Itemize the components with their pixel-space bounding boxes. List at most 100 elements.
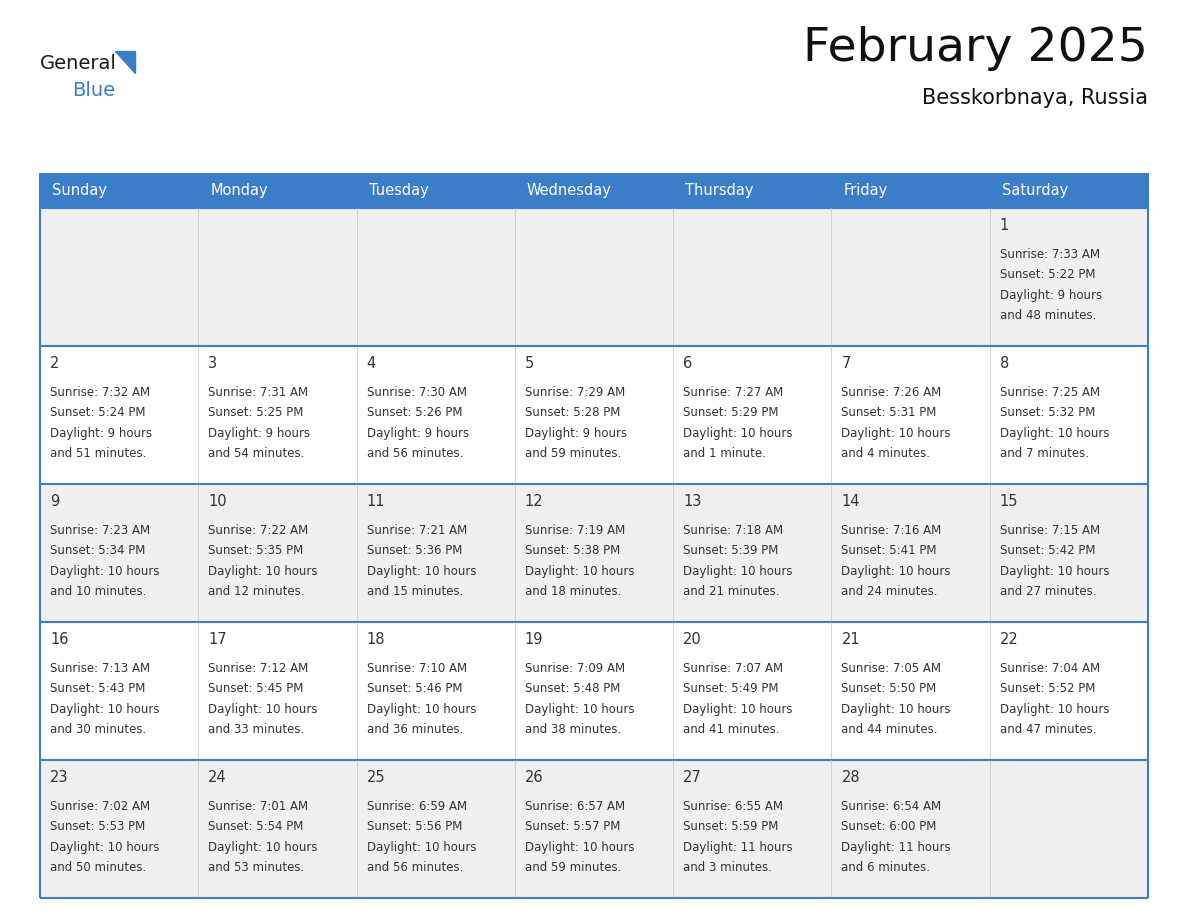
Bar [40, 346, 1148, 484]
Text: Sunset: 5:24 PM: Sunset: 5:24 PM [50, 407, 145, 420]
Text: Sunrise: 7:27 AM: Sunrise: 7:27 AM [683, 386, 783, 399]
Bar [514, 173, 674, 208]
Text: 21: 21 [841, 632, 860, 647]
Text: 22: 22 [1000, 632, 1018, 647]
Text: Wednesday: Wednesday [526, 183, 612, 198]
Text: Sunset: 5:38 PM: Sunset: 5:38 PM [525, 544, 620, 557]
Bar [40, 484, 1148, 622]
Text: Daylight: 10 hours: Daylight: 10 hours [1000, 427, 1110, 440]
Text: and 56 minutes.: and 56 minutes. [367, 861, 463, 875]
Text: 26: 26 [525, 770, 543, 785]
Text: Sunset: 5:56 PM: Sunset: 5:56 PM [367, 821, 462, 834]
Text: Daylight: 10 hours: Daylight: 10 hours [1000, 565, 1110, 578]
Text: Sunrise: 7:05 AM: Sunrise: 7:05 AM [841, 662, 941, 675]
Bar [40, 622, 1148, 760]
Text: Monday: Monday [210, 183, 268, 198]
Text: Sunset: 5:52 PM: Sunset: 5:52 PM [1000, 682, 1095, 696]
Text: 1: 1 [1000, 218, 1009, 233]
Text: Sunset: 6:00 PM: Sunset: 6:00 PM [841, 821, 937, 834]
Text: Sunset: 5:43 PM: Sunset: 5:43 PM [50, 682, 145, 696]
Text: 24: 24 [208, 770, 227, 785]
Bar [832, 173, 990, 208]
Text: Sunrise: 7:19 AM: Sunrise: 7:19 AM [525, 524, 625, 537]
Text: Sunrise: 7:30 AM: Sunrise: 7:30 AM [367, 386, 467, 399]
Text: Sunrise: 7:02 AM: Sunrise: 7:02 AM [50, 800, 150, 813]
Text: Sunset: 5:59 PM: Sunset: 5:59 PM [683, 821, 778, 834]
Text: 19: 19 [525, 632, 543, 647]
Text: Sunrise: 7:22 AM: Sunrise: 7:22 AM [208, 524, 309, 537]
Text: and 6 minutes.: and 6 minutes. [841, 861, 930, 875]
Text: and 47 minutes.: and 47 minutes. [1000, 723, 1097, 736]
Text: Daylight: 9 hours: Daylight: 9 hours [50, 427, 152, 440]
Text: Daylight: 10 hours: Daylight: 10 hours [683, 565, 792, 578]
Bar [674, 173, 832, 208]
Text: Sunset: 5:39 PM: Sunset: 5:39 PM [683, 544, 778, 557]
Text: and 1 minute.: and 1 minute. [683, 447, 766, 461]
Text: Sunrise: 7:25 AM: Sunrise: 7:25 AM [1000, 386, 1100, 399]
Text: Sunrise: 7:12 AM: Sunrise: 7:12 AM [208, 662, 309, 675]
Text: Daylight: 10 hours: Daylight: 10 hours [50, 841, 159, 854]
Text: Daylight: 10 hours: Daylight: 10 hours [841, 565, 950, 578]
Polygon shape [115, 51, 135, 73]
Text: Daylight: 9 hours: Daylight: 9 hours [1000, 289, 1101, 302]
Text: 28: 28 [841, 770, 860, 785]
Text: 25: 25 [367, 770, 385, 785]
Text: Sunrise: 7:01 AM: Sunrise: 7:01 AM [208, 800, 309, 813]
Text: Sunrise: 6:59 AM: Sunrise: 6:59 AM [367, 800, 467, 813]
Text: and 44 minutes.: and 44 minutes. [841, 723, 939, 736]
Text: and 41 minutes.: and 41 minutes. [683, 723, 779, 736]
Text: Besskorbnaya, Russia: Besskorbnaya, Russia [922, 88, 1148, 108]
Text: Daylight: 9 hours: Daylight: 9 hours [525, 427, 627, 440]
Text: and 33 minutes.: and 33 minutes. [208, 723, 304, 736]
Text: Tuesday: Tuesday [368, 183, 429, 198]
Text: Sunrise: 7:33 AM: Sunrise: 7:33 AM [1000, 248, 1100, 261]
Text: Sunrise: 7:18 AM: Sunrise: 7:18 AM [683, 524, 783, 537]
Text: Sunrise: 7:16 AM: Sunrise: 7:16 AM [841, 524, 942, 537]
Text: 18: 18 [367, 632, 385, 647]
Text: Sunrise: 7:21 AM: Sunrise: 7:21 AM [367, 524, 467, 537]
Text: Sunset: 5:29 PM: Sunset: 5:29 PM [683, 407, 778, 420]
Text: Sunrise: 7:26 AM: Sunrise: 7:26 AM [841, 386, 942, 399]
Text: and 30 minutes.: and 30 minutes. [50, 723, 146, 736]
Text: Daylight: 10 hours: Daylight: 10 hours [208, 565, 317, 578]
Text: Daylight: 10 hours: Daylight: 10 hours [367, 565, 476, 578]
Text: Thursday: Thursday [685, 183, 753, 198]
Text: Sunset: 5:49 PM: Sunset: 5:49 PM [683, 682, 778, 696]
Text: and 27 minutes.: and 27 minutes. [1000, 586, 1097, 599]
Text: and 50 minutes.: and 50 minutes. [50, 861, 146, 875]
Text: and 56 minutes.: and 56 minutes. [367, 447, 463, 461]
Text: Daylight: 9 hours: Daylight: 9 hours [208, 427, 310, 440]
Text: and 18 minutes.: and 18 minutes. [525, 586, 621, 599]
Text: Daylight: 11 hours: Daylight: 11 hours [841, 841, 952, 854]
Text: Sunset: 5:34 PM: Sunset: 5:34 PM [50, 544, 145, 557]
Text: Sunrise: 7:15 AM: Sunrise: 7:15 AM [1000, 524, 1100, 537]
Text: and 24 minutes.: and 24 minutes. [841, 586, 939, 599]
Text: Sunrise: 6:54 AM: Sunrise: 6:54 AM [841, 800, 942, 813]
Text: Sunrise: 7:23 AM: Sunrise: 7:23 AM [50, 524, 150, 537]
Text: General: General [40, 54, 116, 73]
Text: Daylight: 10 hours: Daylight: 10 hours [208, 703, 317, 716]
Text: Daylight: 10 hours: Daylight: 10 hours [683, 703, 792, 716]
Bar [40, 760, 1148, 898]
Text: Daylight: 10 hours: Daylight: 10 hours [841, 427, 950, 440]
Text: 3: 3 [208, 356, 217, 371]
Text: 13: 13 [683, 494, 702, 509]
Text: 27: 27 [683, 770, 702, 785]
Text: Daylight: 10 hours: Daylight: 10 hours [525, 703, 634, 716]
Text: 4: 4 [367, 356, 375, 371]
Text: and 10 minutes.: and 10 minutes. [50, 586, 146, 599]
Text: and 59 minutes.: and 59 minutes. [525, 861, 621, 875]
Text: Sunset: 5:22 PM: Sunset: 5:22 PM [1000, 268, 1095, 282]
Text: Sunset: 5:32 PM: Sunset: 5:32 PM [1000, 407, 1095, 420]
Text: Sunday: Sunday [52, 183, 107, 198]
Text: Daylight: 10 hours: Daylight: 10 hours [50, 703, 159, 716]
Text: Daylight: 10 hours: Daylight: 10 hours [683, 427, 792, 440]
Text: Sunrise: 6:57 AM: Sunrise: 6:57 AM [525, 800, 625, 813]
Text: Sunrise: 7:13 AM: Sunrise: 7:13 AM [50, 662, 150, 675]
Text: Sunrise: 6:55 AM: Sunrise: 6:55 AM [683, 800, 783, 813]
Text: Sunset: 5:41 PM: Sunset: 5:41 PM [841, 544, 937, 557]
Text: 12: 12 [525, 494, 543, 509]
Text: Sunset: 5:28 PM: Sunset: 5:28 PM [525, 407, 620, 420]
Text: and 12 minutes.: and 12 minutes. [208, 586, 305, 599]
Text: Daylight: 10 hours: Daylight: 10 hours [525, 565, 634, 578]
